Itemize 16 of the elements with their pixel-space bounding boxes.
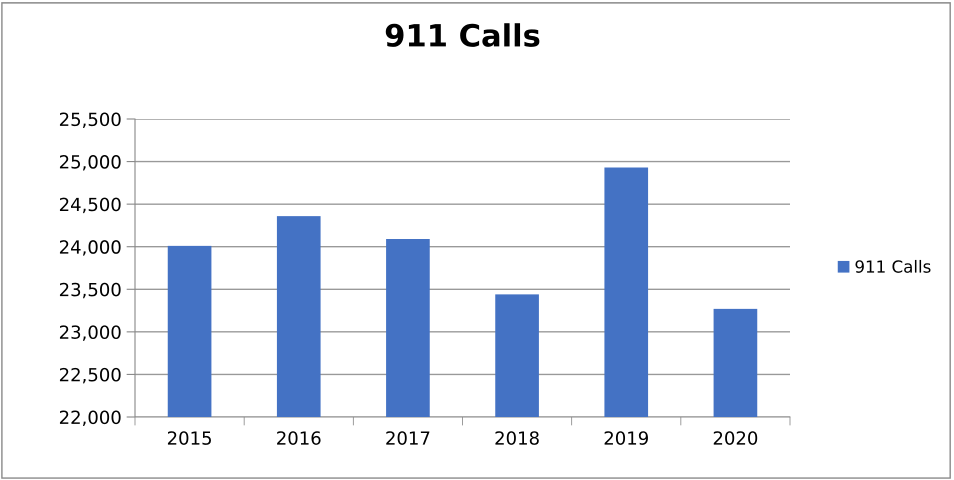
x-tick-label: 2017	[386, 431, 430, 445]
x-tick-label: 2016	[277, 431, 321, 445]
legend-label: 911 Calls	[855, 260, 931, 273]
y-tick-label: 22,500	[60, 368, 121, 384]
x-tick-label: 2019	[604, 431, 648, 445]
y-tick-label: 24,500	[60, 198, 121, 214]
y-tick-label: 25,000	[60, 155, 121, 171]
y-tick-label: 22,000	[60, 410, 121, 426]
x-tick-label: 2015	[168, 431, 211, 445]
y-tick-label: 25,500	[60, 112, 121, 128]
x-tick-label: 2018	[495, 431, 539, 445]
y-tick-label: 23,000	[60, 325, 121, 341]
y-tick-label: 24,000	[60, 240, 121, 256]
x-tick-label: 2020	[714, 431, 758, 445]
y-tick-label: 23,500	[60, 282, 121, 298]
chart-title: 911 Calls	[386, 23, 540, 47]
